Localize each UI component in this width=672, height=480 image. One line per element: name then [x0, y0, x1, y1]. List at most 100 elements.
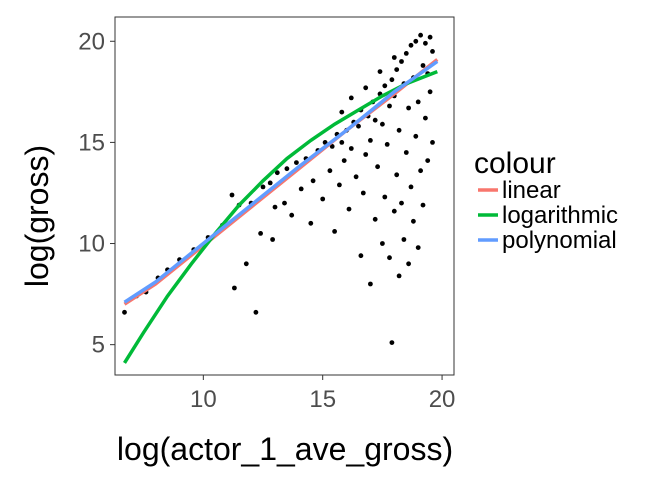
data-point	[423, 115, 428, 121]
data-point	[337, 182, 342, 188]
data-point	[408, 42, 414, 48]
data-point	[413, 133, 419, 139]
data-point	[380, 241, 385, 246]
data-point	[425, 158, 431, 164]
series-line-logarithmic	[123, 69, 438, 364]
data-point	[284, 166, 290, 172]
data-point	[403, 150, 409, 155]
panel-border	[114, 16, 455, 376]
data-point	[341, 158, 347, 164]
legend-label-logarithmic: logarithmic	[502, 202, 618, 229]
x-tick-label: 20	[429, 386, 456, 413]
x-axis-title: log(actor_1_ave_gross)	[117, 431, 453, 467]
data-point	[420, 202, 426, 208]
data-point	[243, 261, 249, 267]
data-point	[403, 51, 409, 56]
y-tick-label: 5	[92, 332, 105, 359]
data-point	[396, 127, 402, 133]
data-point	[387, 255, 392, 261]
data-point	[339, 140, 345, 145]
data-point	[430, 49, 435, 54]
data-point	[413, 38, 419, 44]
data-point	[363, 85, 369, 91]
data-point	[122, 309, 127, 315]
data-point	[298, 186, 304, 192]
data-point	[408, 184, 414, 190]
data-point	[418, 168, 423, 174]
data-point	[353, 174, 359, 180]
data-point	[270, 237, 275, 242]
data-point	[399, 59, 404, 64]
data-point	[232, 285, 237, 291]
data-point	[411, 218, 416, 224]
data-point	[394, 67, 400, 72]
data-point	[415, 245, 421, 251]
data-point	[401, 237, 407, 242]
series-line-polynomial	[123, 60, 439, 304]
data-point	[363, 152, 369, 157]
data-point	[391, 55, 397, 60]
data-point	[358, 253, 364, 259]
data-point	[346, 206, 352, 212]
data-point	[368, 138, 373, 143]
data-point	[427, 34, 433, 40]
data-point	[420, 63, 426, 68]
data-point	[406, 105, 411, 111]
plot-panel	[114, 16, 455, 376]
data-point	[418, 32, 423, 38]
data-point	[394, 172, 400, 178]
data-point	[327, 168, 333, 174]
data-point	[377, 69, 383, 74]
data-point	[272, 204, 278, 210]
data-point	[372, 216, 378, 222]
x-tick-label: 10	[190, 386, 217, 413]
data-point	[339, 109, 345, 115]
data-point	[427, 89, 433, 95]
data-point	[274, 170, 280, 176]
data-point	[380, 121, 385, 127]
data-point	[310, 178, 316, 184]
data-point	[329, 144, 335, 149]
data-point	[372, 117, 378, 123]
data-point	[382, 194, 388, 200]
legend-title: colour	[474, 147, 556, 180]
data-point	[391, 208, 397, 214]
data-point	[294, 160, 299, 166]
legend-label-linear: linear	[502, 177, 561, 204]
data-point	[356, 123, 361, 129]
legend-label-polynomial: polynomial	[502, 227, 617, 254]
data-point	[282, 200, 287, 206]
data-point	[229, 192, 235, 198]
data-point	[332, 229, 337, 234]
data-point	[389, 77, 395, 83]
data-point	[253, 309, 259, 315]
data-point	[320, 196, 326, 202]
data-point	[387, 103, 392, 109]
data-point	[423, 40, 428, 46]
data-point	[430, 140, 435, 145]
data-point	[289, 212, 295, 218]
fit-lines	[123, 58, 439, 364]
y-axis-title: log(gross)	[19, 145, 55, 287]
data-point	[267, 180, 273, 186]
data-point	[389, 340, 395, 345]
data-point	[382, 83, 388, 89]
data-point	[348, 95, 354, 101]
data-point	[308, 220, 314, 226]
data-point	[360, 190, 366, 196]
data-point	[396, 273, 402, 279]
y-tick-label: 10	[78, 231, 105, 258]
data-point	[348, 146, 354, 151]
y-tick-label: 20	[78, 28, 105, 55]
y-axis: 5 10 15 20	[78, 28, 115, 359]
data-point	[415, 99, 421, 105]
x-axis: 10 15 20	[190, 375, 455, 413]
data-point	[384, 142, 390, 147]
data-point	[258, 231, 263, 236]
data-point	[368, 281, 373, 287]
data-point	[375, 164, 380, 170]
data-point	[399, 200, 404, 206]
data-point	[406, 261, 411, 267]
